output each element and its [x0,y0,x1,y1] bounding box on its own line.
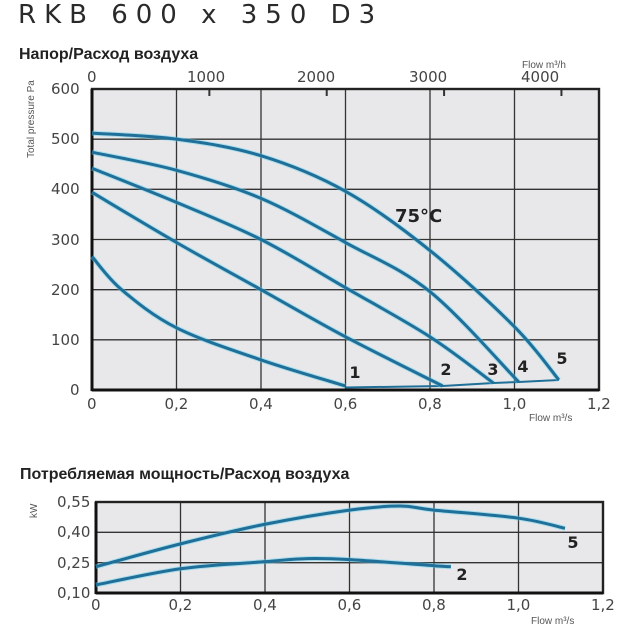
y-tick-label: 600 [51,80,80,98]
power-x-tick-label: 0,4 [253,596,277,614]
curve-label-2: 2 [440,360,451,379]
pressure-curve-2 [91,191,444,388]
pressure-curve-3 [91,166,495,385]
top-x-tick-label: 2000 [297,68,336,86]
temperature-annotation: 75°C [395,206,442,227]
power-curve-5 [95,504,566,569]
power-y-tick-label: 0,10 [57,584,91,602]
x-axis-label: Flow m³/s [529,413,573,424]
power-x-tick-label: 0 [91,596,101,614]
y-tick-label: 200 [51,280,80,299]
power-x-tick-label: 0,8 [422,596,446,614]
y-tick-label: 400 [51,180,80,199]
page-title: RKB 600 x 350 D3 [18,0,384,30]
pressure-curve-5 [91,131,561,381]
x-tick-label: 0 [87,395,97,413]
x-tick-label: 0,8 [418,395,442,413]
curve-label-3: 3 [487,360,498,379]
power-y-tick-label: 0,40 [57,523,91,542]
power-curve-label-2: 2 [456,565,467,584]
power-x-tick-label: 1,2 [591,596,615,614]
y-tick-label: 0 [70,381,80,399]
top-x-tick-label: 1000 [187,68,226,86]
y-tick-label: 500 [51,130,80,149]
pressure-curve-1 [90,255,346,388]
power-x-tick-label: 1,0 [506,596,531,614]
curve-label-4: 4 [517,357,528,376]
power-x-tick-label: 0,6 [337,596,362,614]
power-chart-title: Потребляемая мощность/Расход воздуха [20,466,350,483]
power-y-tick-label: 0,25 [57,553,91,572]
power-curve-label-5: 5 [567,533,578,552]
x-tick-label: 1,0 [502,395,527,413]
top-x-tick-label: 3000 [409,68,448,86]
x-tick-label: 0,6 [333,395,358,413]
top-x-tick-label: 0 [87,68,97,86]
y-tick-label: 300 [51,230,80,249]
power-curve-2 [95,556,451,587]
pressure-curve-4 [91,150,520,384]
y-tick-label: 100 [51,330,80,349]
curve-label-1: 1 [349,363,360,382]
power-x-axis-label: Flow m³/s [531,616,575,627]
top-axis-label: Flow m³/h [522,60,566,71]
x-tick-label: 1,2 [587,395,611,413]
x-tick-label: 0,2 [164,395,189,413]
x-tick-label: 0,4 [249,395,273,413]
top-x-tick-label: 4000 [521,68,560,86]
power-x-tick-label: 0,2 [168,596,193,614]
system-curve [345,378,559,389]
pressure-chart-title: Напор/Расход воздуха [19,46,199,63]
power-y-tick-label: 0,55 [57,493,91,511]
curve-label-5: 5 [556,349,567,368]
